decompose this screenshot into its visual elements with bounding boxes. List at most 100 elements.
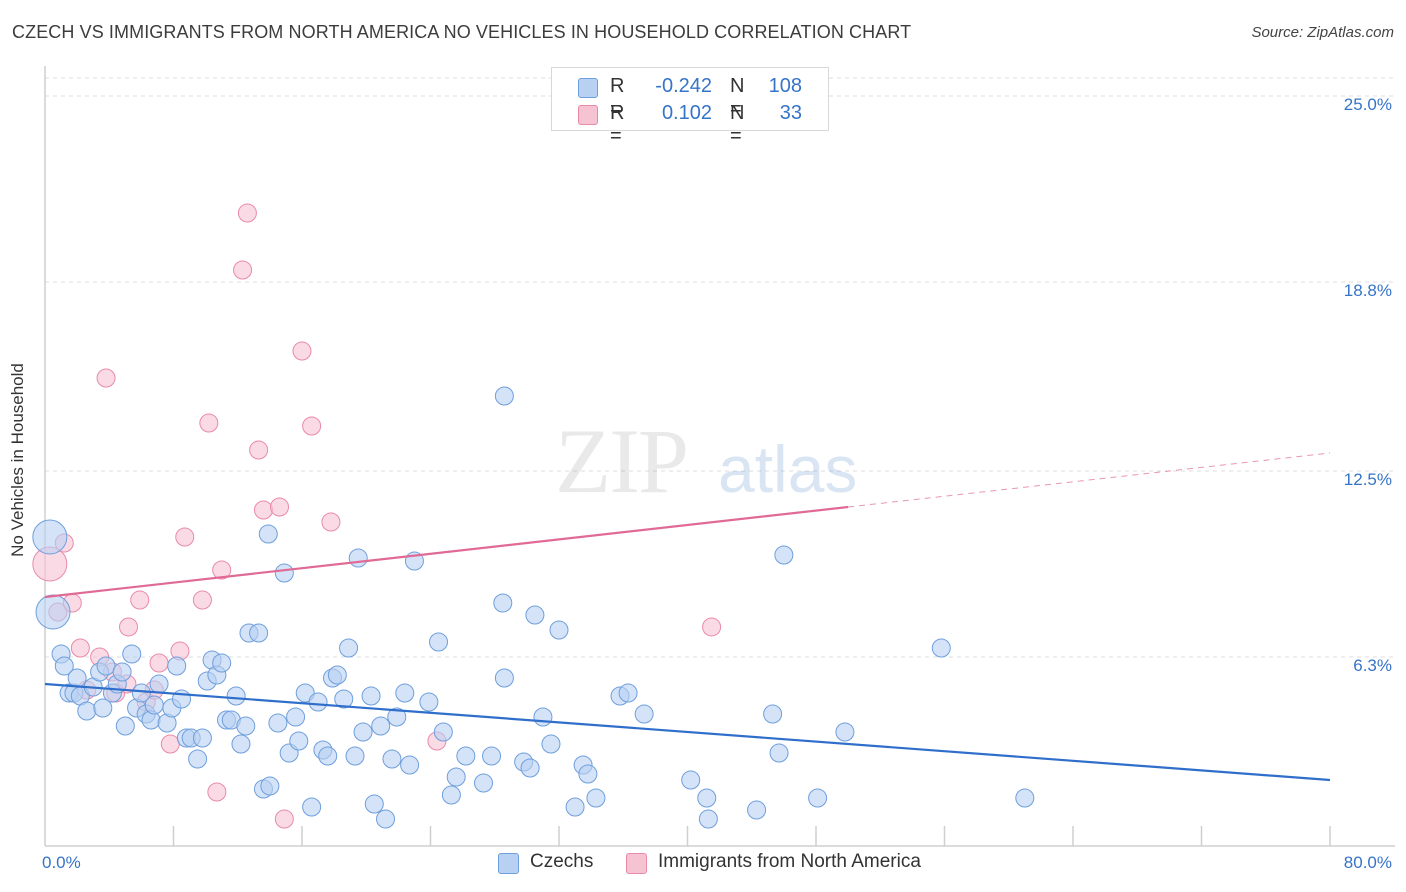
czechs-point bbox=[67, 668, 87, 688]
immigrants-point bbox=[130, 590, 150, 610]
czechs-point bbox=[260, 776, 280, 796]
czechs-point bbox=[456, 746, 476, 766]
czechs-point bbox=[681, 770, 701, 790]
czechs-point bbox=[382, 749, 402, 769]
czechs-point bbox=[493, 593, 513, 613]
svg-text:ZIP: ZIP bbox=[555, 410, 687, 512]
czechs-point bbox=[274, 563, 294, 583]
immigrants-point bbox=[199, 413, 219, 433]
immigrants-point bbox=[175, 527, 195, 547]
czechs-point bbox=[387, 707, 407, 727]
series-legend: Czechs Immigrants from North America bbox=[0, 851, 1406, 879]
grid-lines bbox=[45, 77, 1395, 658]
czechs-point bbox=[54, 656, 74, 676]
y-tick-label: 25.0% bbox=[1343, 95, 1392, 114]
czechs-point bbox=[149, 674, 169, 694]
czechs-point bbox=[302, 797, 322, 817]
legend-n-value: 33 bbox=[779, 102, 802, 124]
trend-lines bbox=[44, 452, 1331, 782]
czechs-point bbox=[35, 594, 71, 630]
immigrants-point bbox=[249, 440, 269, 460]
chart-title: CZECH VS IMMIGRANTS FROM NORTH AMERICA N… bbox=[12, 22, 912, 42]
czechs-point bbox=[835, 722, 855, 742]
correlation-legend: R = -0.242 N = 108 R = 0.102 N = 33 bbox=[551, 67, 829, 147]
czechs-trend-line bbox=[44, 682, 1331, 782]
czechs-point bbox=[541, 734, 561, 754]
immigrants-point bbox=[253, 500, 273, 520]
czechs-point bbox=[441, 785, 461, 805]
immigrants-point bbox=[237, 203, 257, 223]
czechs-point bbox=[348, 548, 368, 568]
czechs-point bbox=[167, 656, 187, 676]
czechs-point bbox=[429, 632, 449, 652]
czechs-point bbox=[131, 683, 151, 703]
czechs-point bbox=[268, 713, 288, 733]
czechs-point bbox=[525, 605, 545, 625]
series-czechs-points bbox=[32, 386, 1035, 829]
czechs-point bbox=[774, 545, 794, 565]
immigrants-point bbox=[160, 734, 180, 754]
czechs-point bbox=[395, 683, 415, 703]
immigrants-point bbox=[119, 617, 139, 637]
czechs-point bbox=[494, 386, 514, 406]
czechs-point bbox=[433, 722, 453, 742]
legend-r-value: 0.102 bbox=[661, 102, 712, 124]
czechs-point bbox=[698, 809, 718, 829]
czechs-point bbox=[419, 692, 439, 712]
czechs-point bbox=[533, 707, 553, 727]
czechs-point bbox=[364, 794, 384, 814]
immigrants-point bbox=[70, 638, 90, 658]
immigrants-trend-extension bbox=[848, 452, 1331, 508]
czechs-point bbox=[258, 524, 278, 544]
czechs-point bbox=[446, 767, 466, 787]
legend-label-czechs: Czechs bbox=[530, 851, 594, 872]
immigrants-point bbox=[302, 416, 322, 436]
czechs-point bbox=[474, 773, 494, 793]
czechs-point bbox=[376, 809, 396, 829]
legend-swatch-immigrants bbox=[578, 105, 598, 125]
czechs-point bbox=[747, 800, 767, 820]
czechs-point bbox=[286, 707, 306, 727]
czechs-point bbox=[618, 683, 638, 703]
czechs-point bbox=[549, 620, 569, 640]
czechs-point bbox=[361, 686, 381, 706]
immigrants-point bbox=[274, 809, 294, 829]
czechs-point bbox=[212, 653, 232, 673]
czechs-point bbox=[308, 692, 328, 712]
czechs-point bbox=[339, 638, 359, 658]
czechs-point bbox=[115, 716, 135, 736]
legend-r-label: R = bbox=[610, 75, 625, 120]
y-tick-label: 12.5% bbox=[1343, 470, 1392, 489]
legend-swatch-czechs bbox=[498, 853, 519, 874]
czechs-point bbox=[808, 788, 828, 808]
czechs-point bbox=[112, 662, 132, 682]
czechs-point bbox=[353, 722, 373, 742]
czechs-point bbox=[769, 743, 789, 763]
czechs-point bbox=[697, 788, 717, 808]
czechs-point bbox=[520, 758, 540, 778]
czechs-point bbox=[96, 656, 116, 676]
czechs-point bbox=[32, 519, 68, 555]
czechs-point bbox=[482, 746, 502, 766]
czechs-point bbox=[77, 701, 97, 721]
czechs-point bbox=[318, 746, 338, 766]
x-tick-label: 0.0% bbox=[42, 853, 81, 872]
czechs-point bbox=[236, 716, 256, 736]
czechs-point bbox=[188, 749, 208, 769]
immigrants-point bbox=[270, 497, 290, 517]
legend-r-label: R = bbox=[610, 102, 625, 147]
czechs-point bbox=[226, 686, 246, 706]
czechs-point bbox=[586, 788, 606, 808]
legend-swatch-czechs bbox=[578, 78, 598, 98]
czechs-point bbox=[144, 695, 164, 715]
immigrants-trend-line bbox=[44, 505, 849, 599]
czechs-point bbox=[327, 665, 347, 685]
czechs-point bbox=[345, 746, 365, 766]
immigrants-point bbox=[149, 653, 169, 673]
czechs-point bbox=[578, 764, 598, 784]
immigrants-point bbox=[292, 341, 312, 361]
legend-swatch-immigrants bbox=[626, 853, 647, 874]
immigrants-point bbox=[192, 590, 212, 610]
czechs-point bbox=[763, 704, 783, 724]
czechs-point bbox=[334, 689, 354, 709]
